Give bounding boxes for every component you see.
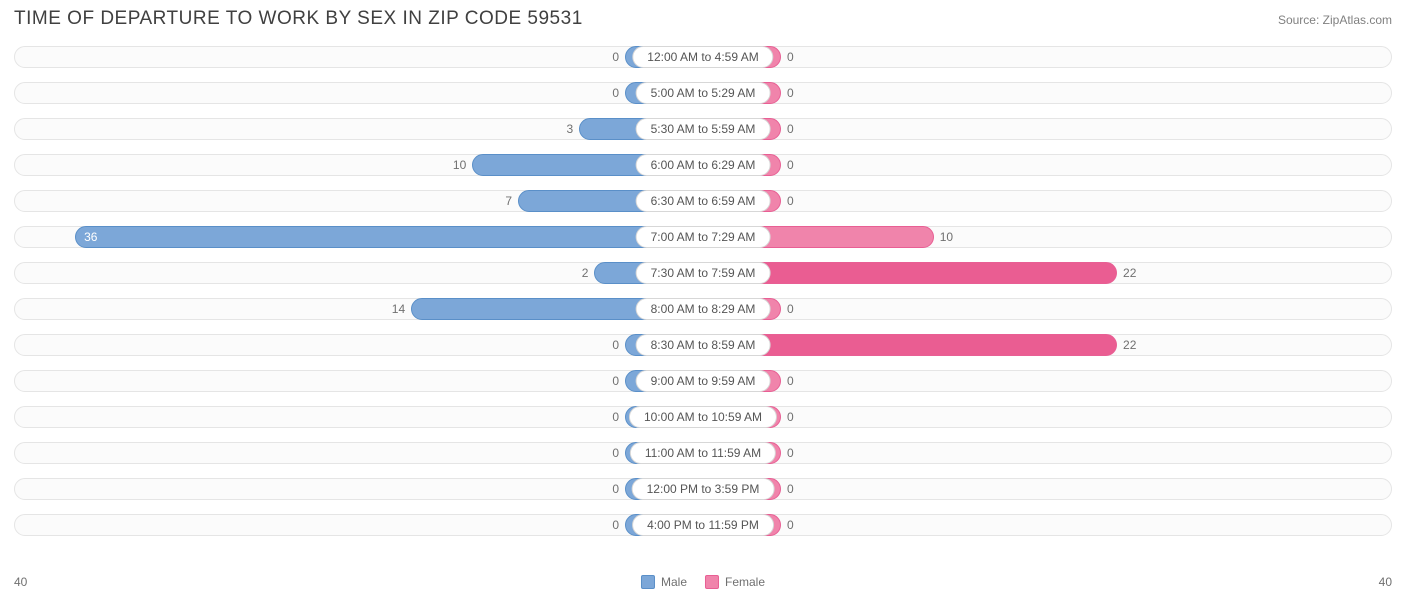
- female-value: 22: [1123, 266, 1136, 280]
- category-label: 7:30 AM to 7:59 AM: [636, 262, 771, 284]
- female-value: 0: [787, 482, 794, 496]
- male-bar: 36: [75, 226, 703, 248]
- axis-max-left: 40: [14, 575, 27, 589]
- category-label: 10:00 AM to 10:59 AM: [629, 406, 777, 428]
- category-label: 8:30 AM to 8:59 AM: [636, 334, 771, 356]
- legend-item-female: Female: [705, 575, 765, 589]
- female-value: 0: [787, 122, 794, 136]
- male-value: 0: [612, 86, 619, 100]
- chart-row: 0 0 4:00 PM to 11:59 PM: [14, 508, 1392, 542]
- category-label: 12:00 AM to 4:59 AM: [632, 46, 773, 68]
- butterfly-chart: 0 0 12:00 AM to 4:59 AM 0 0 5:00 AM to 5:29 A…: [0, 40, 1406, 542]
- chart-row: 3 0 5:30 AM to 5:59 AM: [14, 112, 1392, 146]
- female-value: 0: [787, 86, 794, 100]
- category-label: 6:30 AM to 6:59 AM: [636, 190, 771, 212]
- axis-max-right: 40: [1379, 575, 1392, 589]
- chart-row: 0 0 10:00 AM to 10:59 AM: [14, 400, 1392, 434]
- female-value: 0: [787, 518, 794, 532]
- chart-row: 0 0 12:00 PM to 3:59 PM: [14, 472, 1392, 506]
- chart-title: TIME OF DEPARTURE TO WORK BY SEX IN ZIP …: [14, 8, 583, 30]
- category-label: 11:00 AM to 11:59 AM: [630, 442, 776, 464]
- category-label: 9:00 AM to 9:59 AM: [636, 370, 771, 392]
- source-attribution: Source: ZipAtlas.com: [1278, 13, 1392, 27]
- category-label: 6:00 AM to 6:29 AM: [636, 154, 771, 176]
- male-value: 0: [612, 482, 619, 496]
- female-value: 0: [787, 302, 794, 316]
- female-value: 0: [787, 158, 794, 172]
- legend-label-male: Male: [661, 575, 687, 589]
- male-value: 0: [612, 50, 619, 64]
- male-value: 14: [392, 302, 405, 316]
- female-value: 0: [787, 410, 794, 424]
- category-label: 5:30 AM to 5:59 AM: [636, 118, 771, 140]
- chart-row: 0 0 12:00 AM to 4:59 AM: [14, 40, 1392, 74]
- female-value: 0: [787, 50, 794, 64]
- category-label: 4:00 PM to 11:59 PM: [632, 514, 774, 536]
- male-value: 0: [612, 374, 619, 388]
- male-value: 0: [612, 446, 619, 460]
- chart-row: 0 0 5:00 AM to 5:29 AM: [14, 76, 1392, 110]
- category-label: 5:00 AM to 5:29 AM: [636, 82, 771, 104]
- legend: Male Female: [641, 575, 765, 589]
- legend-item-male: Male: [641, 575, 687, 589]
- chart-footer: 40 Male Female 40: [14, 575, 1392, 589]
- female-value: 0: [787, 374, 794, 388]
- category-label: 12:00 PM to 3:59 PM: [632, 478, 775, 500]
- chart-row: 36 10 7:00 AM to 7:29 AM: [14, 220, 1392, 254]
- female-value: 0: [787, 446, 794, 460]
- chart-row: 2227:30 AM to 7:59 AM: [14, 256, 1392, 290]
- male-value: 0: [612, 410, 619, 424]
- male-value: 10: [453, 158, 466, 172]
- chart-row: 7 0 6:30 AM to 6:59 AM: [14, 184, 1392, 218]
- category-label: 7:00 AM to 7:29 AM: [636, 226, 771, 248]
- category-label: 8:00 AM to 8:29 AM: [636, 298, 771, 320]
- male-swatch-icon: [641, 575, 655, 589]
- male-value: 2: [582, 266, 589, 280]
- chart-row: 0 22 8:30 AM to 8:59 AM: [14, 328, 1392, 362]
- legend-label-female: Female: [725, 575, 765, 589]
- female-value: 0: [787, 194, 794, 208]
- female-value: 22: [1123, 338, 1136, 352]
- chart-row: 0 0 9:00 AM to 9:59 AM: [14, 364, 1392, 398]
- male-value: 36: [84, 230, 97, 244]
- chart-row: 10 0 6:00 AM to 6:29 AM: [14, 148, 1392, 182]
- male-value: 0: [612, 338, 619, 352]
- female-value: 10: [940, 230, 953, 244]
- male-value: 7: [505, 194, 512, 208]
- male-value: 3: [567, 122, 574, 136]
- female-swatch-icon: [705, 575, 719, 589]
- chart-row: 0 0 11:00 AM to 11:59 AM: [14, 436, 1392, 470]
- chart-row: 14 0 8:00 AM to 8:29 AM: [14, 292, 1392, 326]
- male-value: 0: [612, 518, 619, 532]
